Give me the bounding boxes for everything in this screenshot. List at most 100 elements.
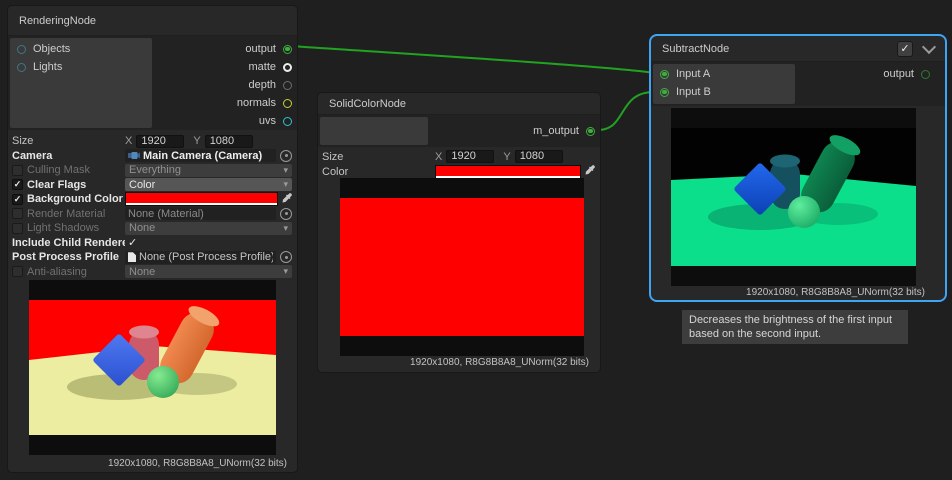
node-header[interactable]: RenderingNode: [8, 6, 297, 36]
background-color-swatch[interactable]: [125, 192, 278, 207]
port-circle-icon[interactable]: [660, 87, 669, 97]
axis-y-label: Y: [503, 150, 511, 163]
camera-object-field[interactable]: Main Camera (Camera): [125, 149, 276, 163]
input-ports-panel: [320, 117, 428, 145]
background-color-checkbox[interactable]: ✓: [12, 193, 23, 205]
anti-aliasing-checkbox: [12, 266, 23, 278]
include-child-renderers-checkbox[interactable]: ✓: [128, 237, 138, 250]
output-port-depth[interactable]: depth: [153, 76, 293, 94]
render-material-checkbox: [12, 208, 23, 220]
culling-mask-dropdown: Everything ▾: [125, 163, 292, 177]
dropdown-value: Everything: [129, 164, 181, 177]
port-label: m_output: [533, 125, 579, 137]
object-picker-icon[interactable]: [280, 251, 292, 264]
chevron-down-icon: ▾: [283, 164, 288, 175]
output-port-output[interactable]: output: [791, 65, 931, 83]
chevron-down-icon: ▾: [283, 179, 288, 190]
node-header[interactable]: SolidColorNode: [318, 93, 600, 115]
port-circle-icon[interactable]: [283, 80, 292, 90]
wire-solidcolor-output-to-input-b[interactable]: [598, 91, 655, 131]
output-port-uvs[interactable]: uvs: [153, 112, 293, 130]
output-port-normals[interactable]: normals: [153, 94, 293, 112]
culling-mask-checkbox: [12, 164, 23, 176]
property-row-post-process-profile: Post Process Profile None (Post Process …: [8, 250, 297, 265]
axis-x-label: X: [435, 150, 443, 163]
property-label: Light Shadows: [27, 222, 100, 235]
property-row-include-child-renderers: Include Child Renderers ✓: [8, 236, 297, 251]
node-header[interactable]: SubtractNode ✓: [651, 36, 945, 62]
ports-section: Objects Lights output matte depth normal…: [8, 36, 297, 130]
input-port-b[interactable]: Input B: [653, 83, 711, 101]
port-circle-icon[interactable]: [283, 62, 292, 72]
solid-color-preview-image: [340, 198, 584, 336]
chevron-down-icon: ▾: [283, 222, 288, 233]
port-label: Lights: [33, 61, 63, 73]
property-row-clear-flags: ✓ Clear Flags Color ▾: [8, 178, 297, 193]
dropdown-value: None: [129, 222, 156, 235]
input-port-lights[interactable]: Lights: [10, 58, 70, 76]
input-port-objects[interactable]: Objects: [10, 40, 70, 58]
node-tooltip: Decreases the brightness of the first in…: [682, 310, 908, 344]
anti-aliasing-dropdown: None ▾: [125, 265, 292, 279]
post-process-profile-value: None (Post Process Profile): [139, 251, 273, 264]
render-material-value: None (Material): [128, 207, 204, 220]
property-label: Background Color: [27, 193, 123, 206]
property-row-background-color: ✓ Background Color: [8, 192, 297, 207]
eyedropper-icon[interactable]: [282, 192, 292, 206]
camera-icon: [128, 151, 140, 160]
node-title-label: SolidColorNode: [329, 97, 407, 110]
ports-section: Input A Input B output: [651, 62, 945, 106]
render-preview: [29, 280, 276, 455]
file-icon: [128, 252, 136, 263]
post-process-profile-object-field[interactable]: None (Post Process Profile): [125, 250, 276, 264]
size-x-input[interactable]: 1920: [136, 134, 185, 148]
port-circle-icon[interactable]: [283, 44, 292, 54]
clear-flags-checkbox[interactable]: ✓: [12, 179, 23, 191]
node-rendering[interactable]: RenderingNode Objects Lights output matt…: [8, 6, 297, 472]
property-label: Size: [12, 135, 34, 148]
port-label: matte: [248, 61, 276, 73]
dropdown-value: None: [129, 265, 156, 278]
port-label: Input B: [676, 86, 711, 98]
port-label: output: [883, 68, 914, 80]
clear-flags-dropdown[interactable]: Color ▾: [125, 178, 292, 192]
port-circle-icon[interactable]: [283, 116, 292, 126]
node-enabled-checkbox[interactable]: ✓: [897, 40, 913, 57]
solid-color-preview: [340, 178, 584, 356]
property-row-culling-mask: Culling Mask Everything ▾: [8, 163, 297, 178]
property-label: Color: [322, 165, 349, 178]
input-ports-panel: [10, 38, 152, 128]
port-circle-icon[interactable]: [921, 69, 930, 79]
output-port-matte[interactable]: matte: [153, 58, 293, 76]
chevron-down-icon[interactable]: [921, 39, 937, 54]
output-port-output[interactable]: output: [153, 40, 293, 58]
size-y-input[interactable]: 1080: [514, 150, 563, 163]
color-swatch[interactable]: [435, 164, 581, 179]
port-circle-icon[interactable]: [660, 69, 669, 79]
property-label: Camera: [12, 149, 53, 162]
port-circle-icon[interactable]: [17, 62, 26, 72]
node-subtract[interactable]: SubtractNode ✓ Input A Input B output: [651, 36, 945, 300]
subtract-preview-image: [671, 128, 916, 266]
preview-caption: 1920x1080, R8G8B8A8_UNorm(32 bits): [108, 458, 287, 469]
object-picker-icon[interactable]: [280, 149, 292, 162]
port-circle-icon[interactable]: [283, 98, 292, 108]
eyedropper-icon[interactable]: [585, 165, 595, 178]
node-solid-color[interactable]: SolidColorNode m_output Size X 1920 Y 10…: [318, 93, 600, 372]
object-picker-icon: [280, 207, 292, 220]
property-row-anti-aliasing: Anti-aliasing None ▾: [8, 265, 297, 280]
light-shadows-dropdown: None ▾: [125, 221, 292, 235]
property-label: Culling Mask: [27, 164, 90, 177]
property-label: Anti-aliasing: [27, 265, 87, 278]
size-x-input[interactable]: 1920: [446, 150, 495, 163]
property-label: Size: [322, 150, 344, 163]
wire-rendering-output-to-input-a[interactable]: [290, 45, 655, 74]
port-circle-icon[interactable]: [586, 126, 595, 136]
output-port-m-output[interactable]: m_output: [456, 122, 596, 140]
size-y-input[interactable]: 1080: [204, 134, 253, 148]
port-circle-icon[interactable]: [17, 44, 26, 54]
input-port-a[interactable]: Input A: [653, 65, 711, 83]
property-label: Clear Flags: [27, 178, 87, 191]
node-title-label: RenderingNode: [19, 14, 97, 27]
input-ports-panel: [653, 64, 795, 104]
